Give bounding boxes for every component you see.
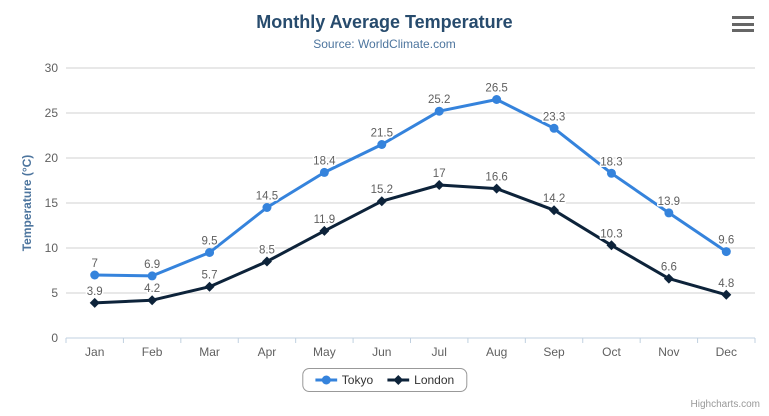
svg-text:16.6: 16.6	[485, 172, 507, 184]
svg-text:Dec: Dec	[716, 345, 737, 359]
svg-text:3.9: 3.9	[87, 286, 103, 298]
svg-text:30: 30	[45, 61, 59, 75]
credits-link[interactable]: Highcharts.com	[690, 399, 760, 410]
svg-text:4.2: 4.2	[144, 283, 160, 295]
svg-text:Aug: Aug	[486, 345, 507, 359]
svg-text:11.9: 11.9	[314, 214, 336, 226]
svg-text:14.5: 14.5	[256, 191, 278, 203]
svg-text:15.2: 15.2	[371, 184, 393, 196]
chart-subtitle: Source: WorldClimate.com	[313, 37, 456, 51]
x-axis: Jan Feb Mar Apr May Jun Jul Aug Sep Oct Nov Dec	[65, 337, 756, 359]
svg-text:23.3: 23.3	[543, 111, 565, 123]
data-labels-london: 3.9 4.2 5.7 8.5 11.9 15.2 17 16.6 14.2 10.3 6.6 4.8	[85, 167, 736, 300]
svg-text:5.7: 5.7	[202, 270, 218, 282]
svg-text:Nov: Nov	[658, 345, 679, 359]
svg-text:8.5: 8.5	[259, 245, 275, 257]
svg-text:6.9: 6.9	[144, 259, 160, 271]
svg-text:9.6: 9.6	[718, 235, 734, 247]
svg-text:Jun: Jun	[372, 345, 391, 359]
series-tokyo[interactable]	[90, 95, 731, 281]
svg-text:17: 17	[433, 168, 446, 180]
svg-text:5: 5	[51, 286, 58, 300]
london-line-marker-icon	[387, 375, 410, 385]
svg-text:Mar: Mar	[199, 345, 220, 359]
svg-text:Oct: Oct	[602, 345, 621, 359]
hamburger-menu-icon[interactable]	[732, 16, 754, 32]
chart-title: Monthly Average Temperature	[256, 12, 513, 32]
hamburger-bar	[732, 29, 754, 32]
legend-label-london: London	[414, 373, 455, 387]
legend-item-london[interactable]: London	[387, 373, 454, 387]
svg-text:Sep: Sep	[543, 345, 565, 359]
series-london[interactable]	[89, 180, 732, 308]
svg-text:9.5: 9.5	[202, 236, 218, 248]
svg-text:14.2: 14.2	[543, 193, 565, 205]
svg-text:18.3: 18.3	[600, 156, 622, 168]
svg-text:4.8: 4.8	[718, 278, 734, 290]
y-axis-labels: 0 5 10 15 20 25 30	[45, 61, 59, 345]
svg-text:10.3: 10.3	[600, 228, 622, 240]
svg-text:21.5: 21.5	[371, 128, 393, 140]
svg-text:25.2: 25.2	[428, 94, 450, 106]
svg-text:6.6: 6.6	[661, 262, 677, 274]
hamburger-bar	[732, 22, 754, 26]
legend-item-tokyo[interactable]: Tokyo	[314, 373, 374, 387]
svg-text:May: May	[313, 345, 336, 359]
svg-text:18.4: 18.4	[313, 155, 336, 167]
data-labels-tokyo: 7 6.9 9.5 14.5 18.4 21.5 25.2 26.5 23.3 18.3 13.9 9…	[90, 81, 736, 272]
svg-text:20: 20	[45, 151, 59, 165]
svg-text:25: 25	[45, 106, 59, 120]
legend: Tokyo London	[301, 368, 468, 392]
gridlines	[66, 67, 755, 294]
svg-text:13.9: 13.9	[658, 196, 680, 208]
svg-text:Jul: Jul	[432, 345, 447, 359]
svg-text:Jan: Jan	[85, 345, 104, 359]
svg-text:7: 7	[92, 258, 98, 270]
svg-text:Apr: Apr	[258, 345, 277, 359]
svg-text:10: 10	[45, 241, 59, 255]
hamburger-bar	[732, 16, 754, 19]
legend-label-tokyo: Tokyo	[341, 373, 374, 387]
svg-text:0: 0	[51, 331, 58, 345]
svg-text:26.5: 26.5	[485, 83, 507, 95]
svg-text:15: 15	[45, 196, 59, 210]
svg-text:Feb: Feb	[142, 345, 163, 359]
tokyo-line-marker-icon	[314, 375, 337, 385]
